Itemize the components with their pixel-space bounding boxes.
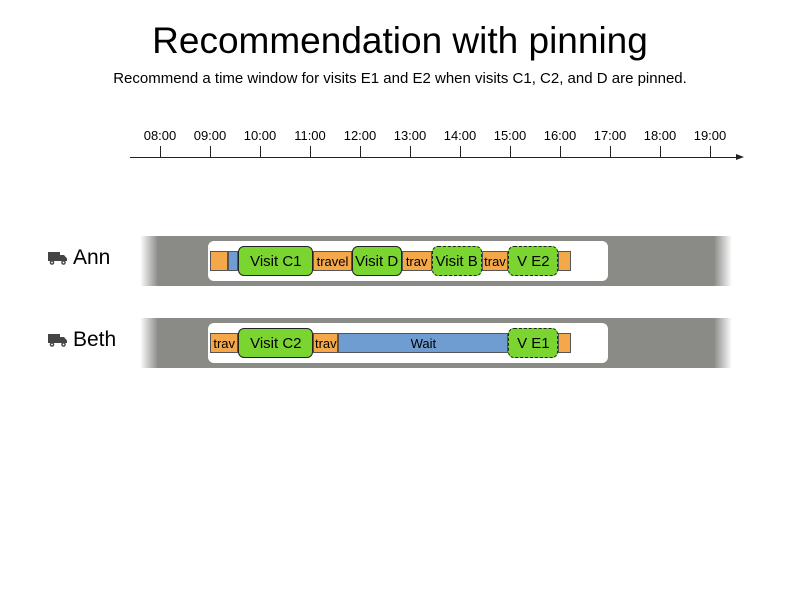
- tick-label: 11:00: [294, 128, 326, 143]
- segment-label: travel: [316, 253, 349, 269]
- tick-label: 10:00: [243, 128, 277, 143]
- driver-name: Beth: [73, 328, 117, 351]
- truck-icon: [48, 333, 68, 347]
- page-title: Recommendation with pinning: [152, 20, 648, 61]
- travel-segment-trav: trav: [210, 333, 239, 353]
- segment-label: V E2: [517, 252, 550, 270]
- tick-mark: [660, 146, 661, 158]
- travel-segment-trav: trav: [401, 251, 432, 271]
- tick-label: 18:00: [643, 128, 677, 143]
- tick-label: 14:00: [443, 128, 477, 143]
- visit-segment-visit-b[interactable]: Visit B: [431, 246, 482, 276]
- tick-mark: [560, 146, 561, 158]
- travel-segment-trav: trav: [481, 251, 509, 271]
- wait-segment-wait: [228, 251, 239, 271]
- tick-label: 08:00: [143, 128, 177, 143]
- visit-segment-visit-c1[interactable]: Visit C1: [238, 246, 314, 276]
- travel-segment-travel: [210, 251, 229, 271]
- tick-label: 09:00: [193, 128, 227, 143]
- segment-label: trav: [314, 335, 337, 351]
- visit-segment-v-e1[interactable]: V E1: [508, 328, 559, 358]
- wait-segment-wait: Wait: [338, 333, 509, 353]
- axis-arrow-icon: [736, 154, 744, 160]
- segment-label: Visit B: [435, 252, 478, 270]
- driver-name: Ann: [73, 246, 111, 269]
- tick-mark: [360, 146, 361, 158]
- travel-segment-travel: [558, 333, 571, 353]
- segment-label: trav: [405, 253, 428, 269]
- tick-label: 19:00: [693, 128, 727, 143]
- travel-segment-trav: trav: [313, 333, 339, 353]
- tick-mark: [160, 146, 161, 158]
- tick-label: 15:00: [493, 128, 527, 143]
- tick-mark: [460, 146, 461, 158]
- page-subtitle: Recommend a time window for visits E1 an…: [113, 70, 687, 87]
- driver-label: Ann: [48, 246, 110, 270]
- tick-mark: [410, 146, 411, 158]
- segment-label: Visit D: [355, 252, 399, 270]
- segment-label: Visit C1: [250, 252, 302, 270]
- driver-label: Beth: [48, 328, 116, 352]
- tick-label: 16:00: [543, 128, 577, 143]
- axis-line: [130, 157, 738, 158]
- segment-label: trav: [213, 335, 235, 351]
- visit-segment-v-e2[interactable]: V E2: [508, 246, 559, 276]
- tick-mark: [260, 146, 261, 158]
- visit-segment-visit-d[interactable]: Visit D: [351, 246, 402, 276]
- segment-label: V E1: [517, 334, 550, 352]
- travel-segment-travel: [558, 251, 571, 271]
- visit-segment-visit-c2[interactable]: Visit C2: [238, 328, 314, 358]
- tick-label: 13:00: [393, 128, 427, 143]
- tick-mark: [610, 146, 611, 158]
- segment-label: Visit C2: [250, 334, 302, 352]
- tick-mark: [510, 146, 511, 158]
- tick-mark: [710, 146, 711, 158]
- tick-label: 12:00: [343, 128, 377, 143]
- segment-label: trav: [484, 253, 506, 269]
- travel-segment-travel: travel: [313, 251, 352, 271]
- tick-mark: [210, 146, 211, 158]
- truck-icon: [48, 251, 68, 265]
- segment-label: Wait: [410, 335, 437, 351]
- tick-mark: [310, 146, 311, 158]
- tick-label: 17:00: [593, 128, 627, 143]
